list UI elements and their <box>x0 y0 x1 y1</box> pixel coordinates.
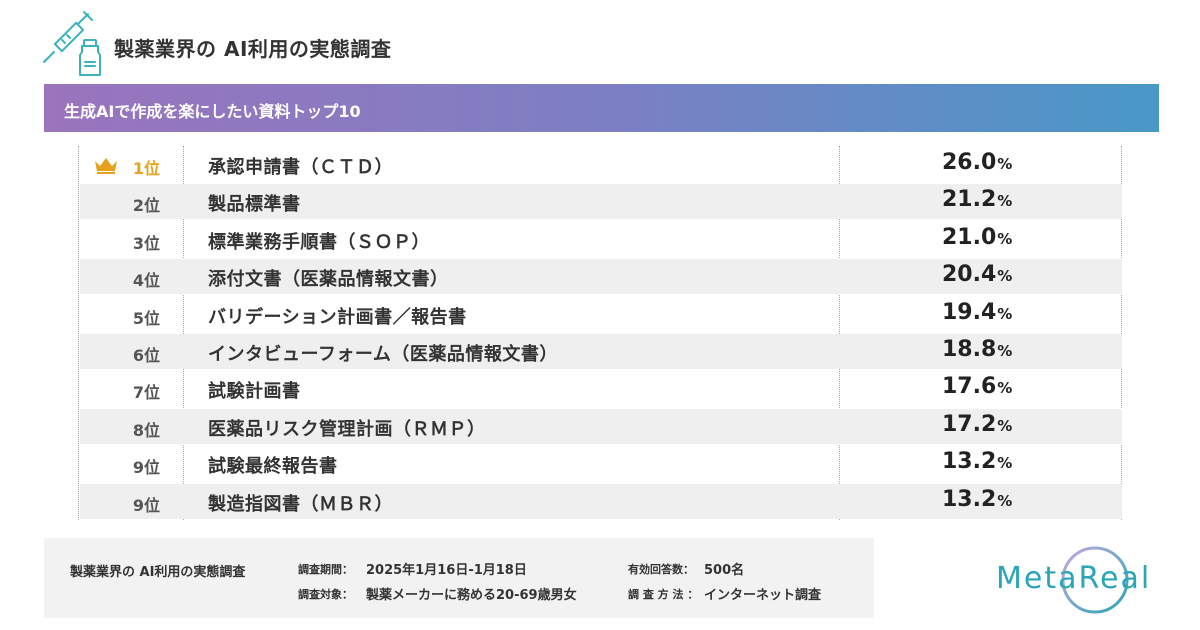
rank-label: 8位 <box>132 420 160 440</box>
percentage-value: 21.0% <box>942 225 1012 250</box>
target-label: 調査対象： <box>298 588 353 601</box>
document-name: インタビューフォーム（医薬品情報文書） <box>208 344 558 365</box>
value-unit: % <box>997 379 1013 398</box>
value-number: 21.2 <box>942 187 997 213</box>
ranking-table: 1位 承認申請書（ＣＴＤ） 26.0% 2位 製品標準書 21.2% 3位 標準業務手順書（Ｓ… <box>78 146 1122 520</box>
chart-title: 生成AIで作成を楽にしたい資料トップ10 <box>64 102 361 121</box>
rank-label: 6位 <box>132 346 160 365</box>
value-unit: % <box>997 491 1013 510</box>
syringe-vial-icon <box>43 11 101 76</box>
rank-label: 1位 <box>132 159 160 178</box>
percentage-value: 13.2% <box>942 449 1012 474</box>
brand-logo: MetaReal <box>990 545 1170 619</box>
percentage-value: 26.0% <box>942 150 1012 175</box>
document-name: バリデーション計画書／報告書 <box>208 306 467 328</box>
rank-label: 5位 <box>132 308 160 328</box>
document-name: 添付文書（医薬品情報文書） <box>208 269 449 291</box>
value-number: 21.0 <box>942 224 997 250</box>
column-divider <box>839 146 840 520</box>
target-value: 製薬メーカーに務める20-69歳男女 <box>366 588 577 603</box>
period-value: 2025年1月16日-1月18日 <box>366 563 527 578</box>
table-row: 9位 製造指図書（ＭＢＲ） 13.2% <box>80 483 1122 519</box>
column-divider <box>183 146 184 520</box>
value-number: 20.4 <box>942 262 997 288</box>
value-unit: % <box>997 192 1013 211</box>
table-row: 9位 試験最終報告書 13.2% <box>80 446 1122 481</box>
value-unit: % <box>997 304 1013 323</box>
value-unit: % <box>997 454 1013 473</box>
percentage-value: 21.2% <box>942 187 1012 212</box>
responses-value: 500名 <box>704 563 745 578</box>
rank-label: 9位 <box>132 495 160 515</box>
value-unit: % <box>997 155 1013 173</box>
document-name: 製品標準書 <box>208 194 301 216</box>
value-number: 26.0 <box>942 150 997 175</box>
value-unit: % <box>997 229 1013 248</box>
header: 製薬業界の AI利用の実態調査 <box>40 8 640 80</box>
value-number: 18.8 <box>942 337 997 362</box>
period-label: 調査期間： <box>298 563 353 576</box>
rank-label: 4位 <box>132 271 160 291</box>
value-unit: % <box>997 416 1013 435</box>
rank-label: 9位 <box>132 458 160 478</box>
percentage-value: 13.2% <box>942 487 1012 512</box>
table-row: 7位 試験計画書 17.6% <box>80 371 1122 406</box>
value-number: 17.2 <box>942 411 997 437</box>
crown-icon <box>95 158 117 174</box>
document-name: 試験最終報告書 <box>208 456 338 478</box>
survey-info: 製薬業界の AI利用の実態調査 調査期間： 2025年1月16日-1月18日 調… <box>44 538 874 618</box>
table-row: 3位 標準業務手順書（ＳＯＰ） 21.0% <box>80 222 1122 257</box>
document-name: 医薬品リスク管理計画（ＲＭＰ） <box>208 418 486 440</box>
value-unit: % <box>997 267 1013 286</box>
value-number: 13.2 <box>942 486 997 512</box>
method-label: 調 査 方 法 ： <box>628 588 699 601</box>
rank-label: 3位 <box>132 233 160 253</box>
value-number: 19.4 <box>942 299 997 325</box>
percentage-value: 17.6% <box>942 374 1012 399</box>
table-row: 5位 バリデーション計画書／報告書 19.4% <box>80 297 1122 332</box>
value-unit: % <box>997 342 1013 360</box>
rank-label: 2位 <box>132 196 160 216</box>
rank-label: 7位 <box>132 383 160 403</box>
value-number: 13.2 <box>942 449 997 475</box>
document-name: 承認申請書（ＣＴＤ） <box>208 157 393 178</box>
table-row: 2位 製品標準書 21.2% <box>80 184 1122 220</box>
table-row: 4位 添付文書（医薬品情報文書） 20.4% <box>80 259 1122 295</box>
percentage-value: 18.8% <box>942 337 1012 362</box>
document-name: 製造指図書（ＭＢＲ） <box>208 493 393 515</box>
responses-label: 有効回答数： <box>628 563 694 576</box>
percentage-value: 19.4% <box>942 300 1012 325</box>
value-number: 17.6 <box>942 374 997 400</box>
percentage-value: 20.4% <box>942 262 1012 287</box>
table-row: 1位 承認申請書（ＣＴＤ） 26.0% <box>80 147 1122 182</box>
brand-circle-icon <box>1061 546 1129 614</box>
percentage-value: 17.2% <box>942 412 1012 437</box>
method-value: インターネット調査 <box>704 588 822 603</box>
table-row: 6位 インタビューフォーム（医薬品情報文書） 18.8% <box>80 334 1122 369</box>
brand-name: MetaReal <box>996 561 1152 596</box>
document-name: 試験計画書 <box>208 381 301 403</box>
document-name: 標準業務手順書（ＳＯＰ） <box>208 231 430 253</box>
table-row: 8位 医薬品リスク管理計画（ＲＭＰ） 17.2% <box>80 408 1122 444</box>
survey-name: 製薬業界の AI利用の実態調査 <box>70 565 246 580</box>
chart-banner: 生成AIで作成を楽にしたい資料トップ10 <box>44 84 1159 132</box>
page-title: 製薬業界の AI利用の実態調査 <box>114 37 392 61</box>
